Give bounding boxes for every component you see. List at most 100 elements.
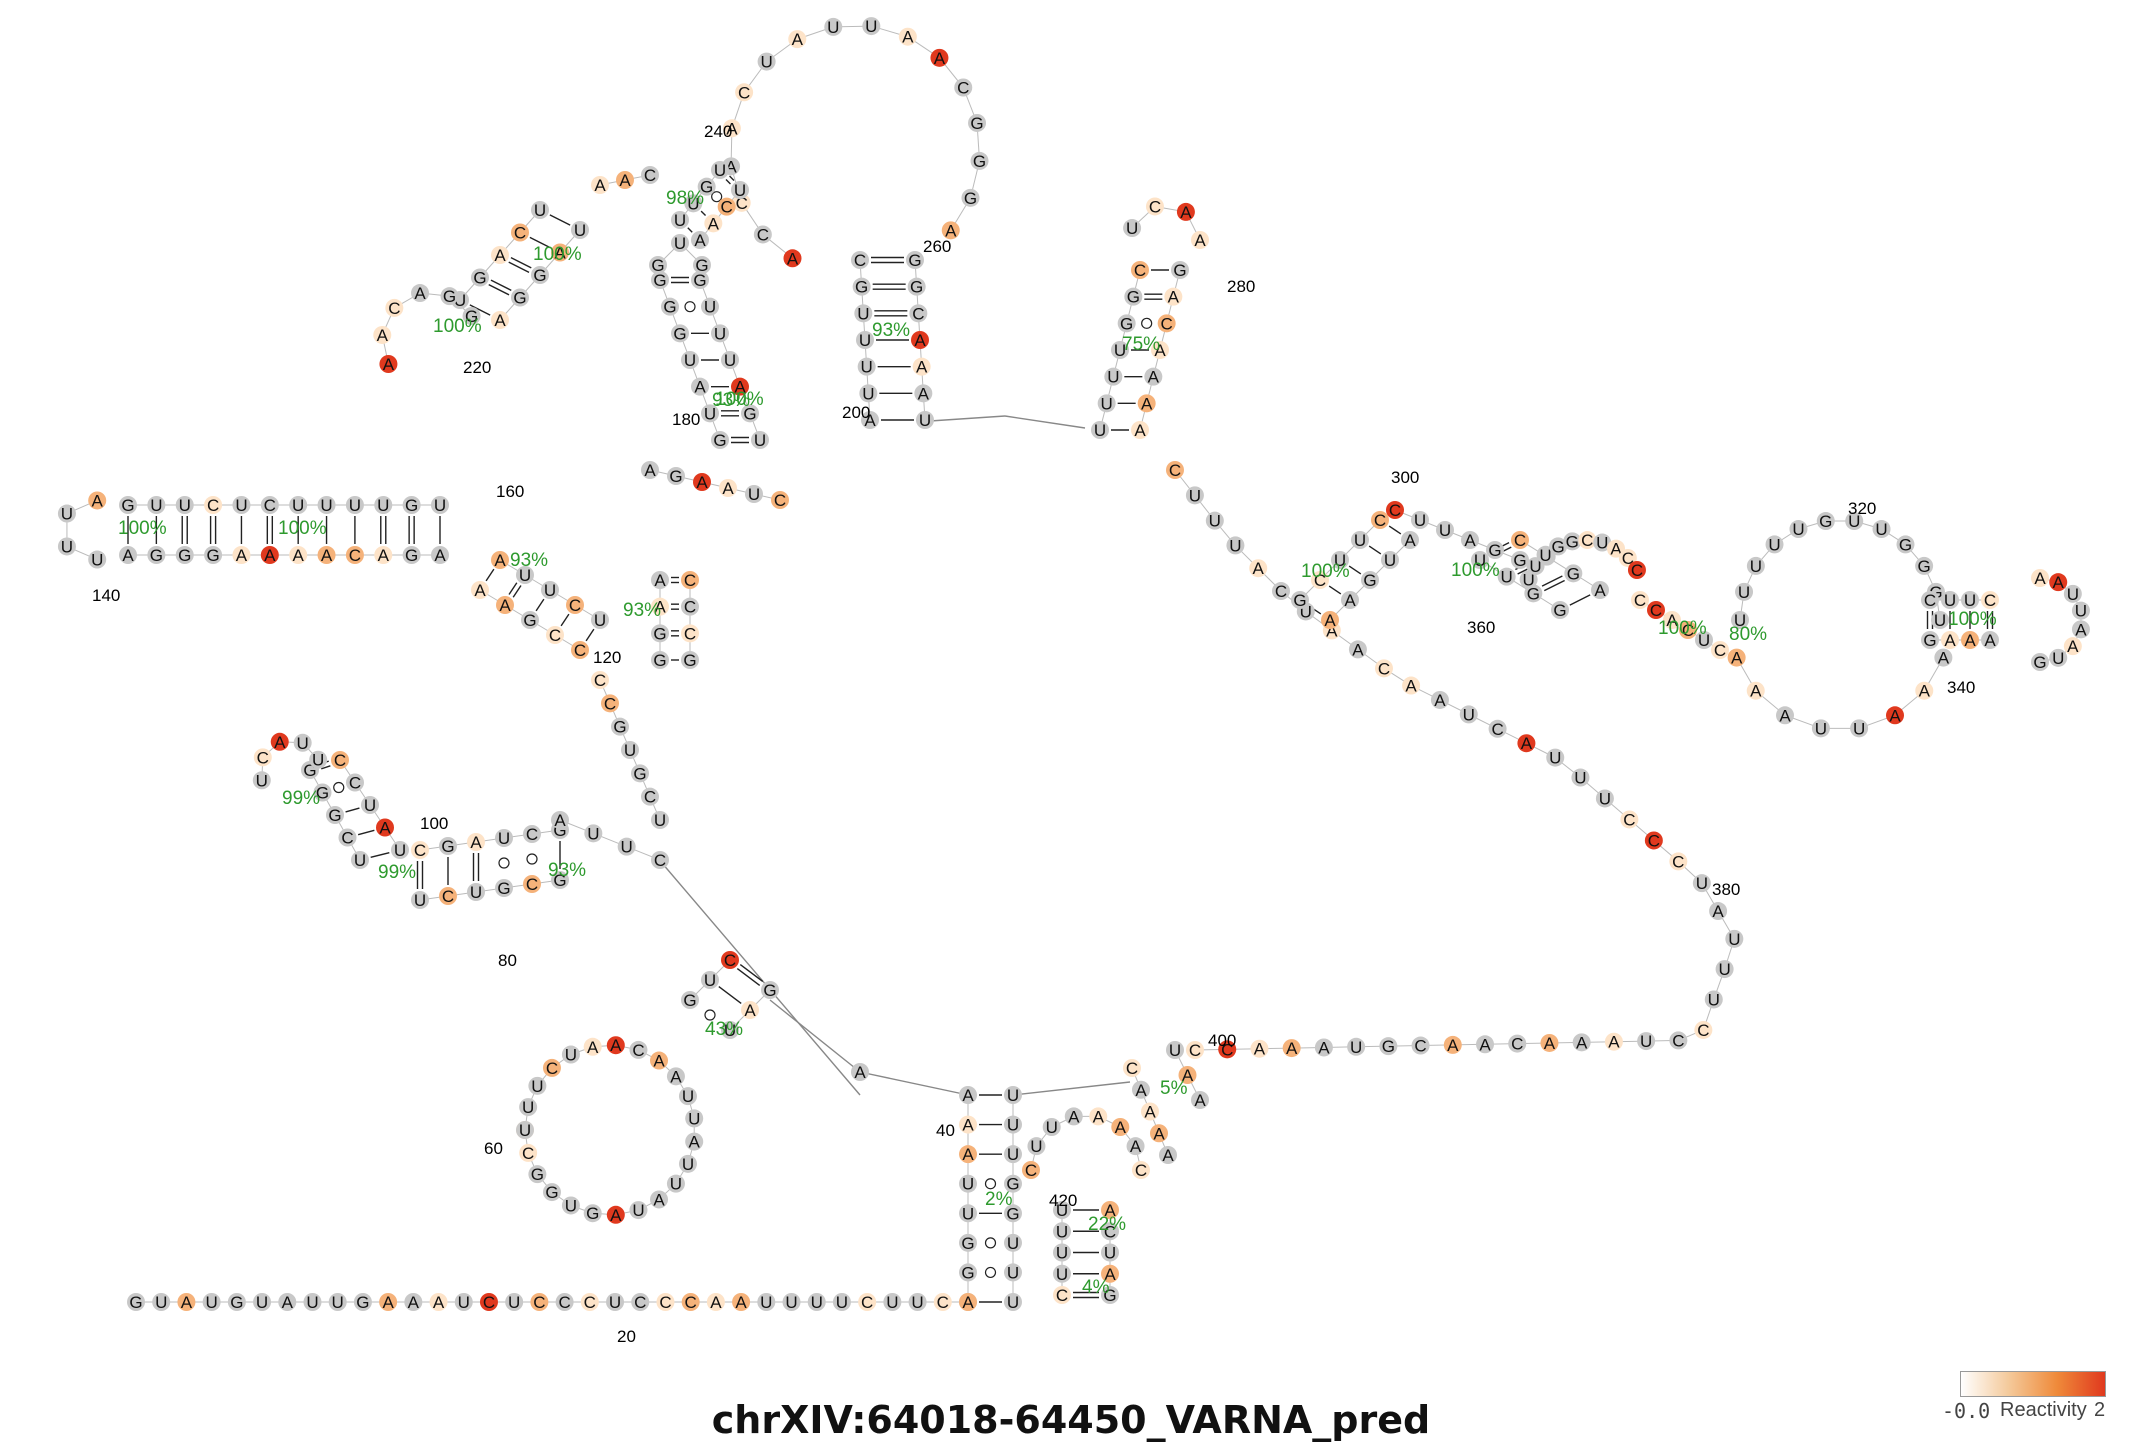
svg-text:G: G bbox=[2033, 653, 2046, 672]
nucleotide: U bbox=[561, 1196, 580, 1215]
nucleotide: C bbox=[681, 571, 699, 590]
svg-text:A: A bbox=[610, 1206, 622, 1225]
svg-text:A: A bbox=[594, 176, 606, 195]
svg-text:U: U bbox=[1094, 421, 1106, 440]
nucleotide: A bbox=[373, 325, 392, 345]
nucleotide: A bbox=[583, 1037, 602, 1057]
nucleotide: G bbox=[649, 256, 667, 275]
svg-text:U: U bbox=[682, 1087, 694, 1106]
svg-text:U: U bbox=[632, 1201, 644, 1220]
svg-text:U: U bbox=[621, 838, 633, 857]
nucleotide: U bbox=[862, 17, 881, 36]
position-number-220: 220 bbox=[463, 358, 491, 377]
svg-text:G: G bbox=[356, 1293, 369, 1312]
nucleotide: C bbox=[1647, 601, 1665, 620]
svg-text:A: A bbox=[722, 479, 734, 498]
svg-text:A: A bbox=[1194, 1091, 1206, 1110]
position-number-200: 200 bbox=[842, 403, 870, 422]
svg-text:C: C bbox=[861, 1293, 873, 1312]
position-number-420: 420 bbox=[1049, 1191, 1077, 1210]
svg-text:G: G bbox=[1103, 1286, 1116, 1305]
svg-text:U: U bbox=[1934, 611, 1946, 630]
nucleotide: U bbox=[859, 384, 878, 403]
au-pair-bond bbox=[1328, 585, 1342, 595]
svg-text:G: G bbox=[441, 837, 454, 856]
svg-text:A: A bbox=[654, 571, 666, 590]
nucleotide: U bbox=[252, 771, 271, 790]
nucleotide: U bbox=[621, 741, 639, 760]
nucleotide: G bbox=[402, 496, 421, 515]
svg-text:G: G bbox=[613, 718, 626, 737]
backbone-segment bbox=[769, 999, 861, 1073]
wobble-pair-mark bbox=[526, 853, 538, 865]
svg-text:U: U bbox=[1574, 769, 1586, 788]
nucleotide: C bbox=[1272, 582, 1291, 601]
svg-text:U: U bbox=[498, 829, 510, 848]
svg-text:U: U bbox=[1114, 341, 1126, 360]
svg-text:A: A bbox=[554, 244, 566, 263]
nucleotide: G bbox=[1171, 261, 1189, 280]
svg-text:U: U bbox=[861, 358, 873, 377]
svg-text:C: C bbox=[1275, 582, 1287, 601]
nucleotide: C bbox=[555, 1293, 574, 1312]
nucleotide: U bbox=[1411, 511, 1429, 530]
nucleotide: A bbox=[491, 551, 509, 570]
svg-text:G: G bbox=[673, 324, 686, 343]
svg-text:U: U bbox=[205, 1293, 217, 1312]
svg-text:U: U bbox=[670, 1175, 682, 1194]
svg-text:C: C bbox=[634, 1293, 646, 1312]
svg-text:G: G bbox=[150, 546, 163, 565]
svg-text:G: G bbox=[683, 651, 696, 670]
nucleotide: U bbox=[651, 811, 669, 830]
svg-text:A: A bbox=[1521, 734, 1533, 753]
svg-text:A: A bbox=[1134, 421, 1146, 440]
nucleotide: U bbox=[701, 971, 719, 990]
nucleotides: GUAUGUAUUGAAAUCUCCCUCCCAAUUUUCUUCAAAAUUG… bbox=[57, 17, 2090, 1312]
nucleotide: C bbox=[1921, 591, 1939, 610]
svg-text:A: A bbox=[494, 311, 506, 330]
nucleotide: U bbox=[671, 211, 689, 230]
nucleotide: G bbox=[1816, 512, 1835, 531]
svg-text:A: A bbox=[1889, 706, 1901, 725]
nucleotide: G bbox=[961, 188, 980, 208]
nucleotide: A bbox=[1591, 581, 1609, 600]
svg-text:A: A bbox=[644, 461, 656, 480]
svg-text:G: G bbox=[695, 256, 708, 275]
svg-text:G: G bbox=[961, 1234, 974, 1253]
svg-text:U: U bbox=[61, 505, 73, 524]
nucleotide: U bbox=[1789, 520, 1808, 539]
svg-text:G: G bbox=[545, 1183, 558, 1202]
nucleotide: U bbox=[1961, 591, 1979, 610]
legend-max-label: 2 bbox=[2094, 1399, 2106, 1421]
svg-text:U: U bbox=[320, 496, 332, 515]
nucleotide: U bbox=[1091, 421, 1109, 440]
nucleotide: C bbox=[1631, 591, 1649, 610]
svg-text:U: U bbox=[1599, 789, 1611, 808]
svg-text:U: U bbox=[684, 351, 696, 370]
nucleotide: U bbox=[361, 796, 379, 815]
svg-text:A: A bbox=[653, 1052, 665, 1071]
svg-text:C: C bbox=[1389, 501, 1401, 520]
nucleotide: G bbox=[227, 1293, 246, 1312]
nucleotide: U bbox=[1593, 533, 1612, 553]
svg-text:U: U bbox=[704, 404, 716, 423]
svg-text:G: G bbox=[443, 287, 456, 306]
nucleotide: A bbox=[1064, 1107, 1083, 1126]
svg-text:U: U bbox=[714, 161, 726, 180]
svg-text:U: U bbox=[1522, 570, 1534, 589]
au-pair-bond bbox=[687, 227, 693, 233]
nucleotide: G bbox=[1361, 571, 1379, 590]
nucleotide: G bbox=[542, 1183, 561, 1202]
nucleotide: C bbox=[1157, 314, 1176, 333]
nucleotide: U bbox=[721, 351, 739, 370]
au-pair-bond bbox=[370, 851, 390, 859]
svg-text:G: G bbox=[1553, 601, 1566, 620]
nucleotide: G bbox=[1524, 584, 1543, 603]
svg-text:G: G bbox=[633, 764, 646, 783]
svg-text:A: A bbox=[1104, 1265, 1116, 1284]
svg-text:C: C bbox=[1672, 852, 1684, 871]
percent-label: 100% bbox=[1301, 561, 1350, 582]
svg-text:U: U bbox=[1734, 611, 1746, 630]
svg-text:U: U bbox=[565, 1046, 577, 1065]
nucleotide: U bbox=[531, 201, 549, 220]
